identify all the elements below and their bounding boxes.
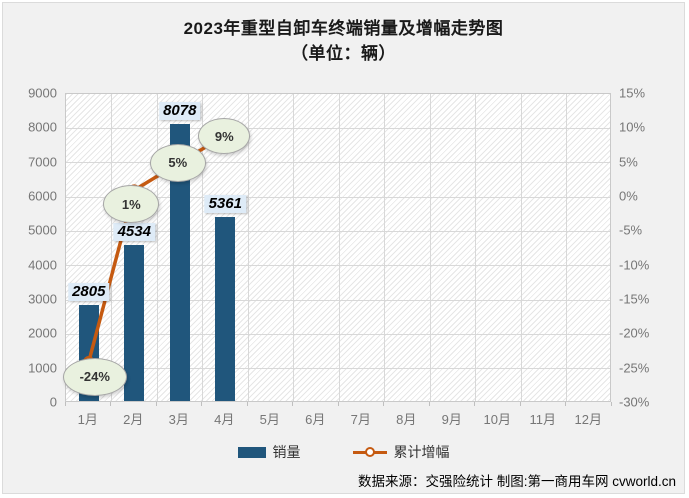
gridline-horizontal (66, 368, 610, 370)
x-axis-tick-mark (610, 402, 612, 406)
bar-value-label: 5361 (204, 194, 246, 213)
x-axis-tick-mark (292, 402, 293, 406)
gridline-horizontal (66, 333, 610, 335)
gridline-vertical (247, 94, 249, 401)
right-axis-tick: -30% (619, 394, 650, 410)
x-axis-month-label: 8月 (396, 412, 417, 427)
gridline-vertical (475, 94, 476, 401)
growth-line-layer (83, 129, 231, 368)
source-text: 数据来源：交强险统计 制图:第一商用车网 cvworld.cn (357, 474, 676, 489)
gridline-horizontal (66, 162, 610, 164)
x-axis-month-label: 2月 (123, 412, 144, 427)
legend: 销量 累计增幅 (3, 443, 684, 461)
gridline-vertical (338, 94, 340, 401)
sales-bar (215, 216, 236, 401)
gridline-vertical (156, 94, 158, 401)
x-axis-tick-mark (155, 402, 157, 406)
growth-line-marker (364, 447, 375, 457)
left-axis-tick: 8000 (28, 119, 57, 135)
growth-legend-label: 累计增幅 (393, 444, 450, 460)
x-axis-month-label: 12月 (574, 412, 602, 427)
growth-point-label: 1% (103, 185, 160, 224)
legend-item-sales: 销量 (237, 442, 301, 462)
left-axis-tick: 2000 (28, 325, 57, 341)
x-axis-tick-mark (246, 402, 248, 406)
left-axis-tick: 4000 (28, 257, 57, 273)
left-axis-tick: 0 (49, 394, 57, 410)
x-axis-month-label: 9月 (441, 412, 462, 427)
sales-bar (124, 245, 145, 401)
gridline-horizontal (66, 196, 610, 198)
x-axis-month-label: 6月 (305, 412, 326, 427)
left-axis-tick: 7000 (28, 154, 57, 170)
x-axis-month-label: 4月 (214, 412, 235, 427)
sales-legend-label: 销量 (272, 444, 301, 460)
x-axis-tick-mark (519, 402, 521, 406)
x-axis-tick-mark (64, 402, 66, 406)
right-axis-tick: -15% (619, 291, 650, 307)
x-axis-tick-mark (337, 402, 339, 406)
gridline-vertical (520, 94, 522, 401)
gridline-horizontal (66, 299, 610, 301)
gridline-horizontal (66, 127, 610, 129)
gridline-vertical (429, 94, 431, 401)
gridline-vertical (293, 94, 294, 401)
bar-value-label: 2805 (68, 282, 110, 301)
x-axis-tick-mark (110, 402, 111, 406)
left-axis-tick: 9000 (28, 85, 57, 101)
x-axis-month-label: 5月 (259, 412, 280, 427)
x-axis-month-label: 10月 (483, 412, 511, 427)
bar-value-label: 4534 (113, 223, 155, 242)
right-axis-tick: -10% (619, 257, 650, 273)
x-axis-month-label: 3月 (168, 412, 189, 427)
right-axis-tick: 15% (619, 85, 646, 101)
x-axis-month-label: 11月 (529, 412, 557, 427)
gridline-vertical (384, 94, 385, 401)
x-axis-tick-mark (565, 402, 566, 406)
right-axis-tick: -25% (619, 360, 650, 376)
x-axis-month-label: 1月 (77, 412, 98, 427)
sales-bar (169, 123, 190, 401)
chart-card: 2023年重型自卸车终端销量及增幅走势图 （单位：辆） 9000 8000 7000… (2, 2, 685, 494)
chart-subtitle: （单位：辆） (291, 44, 396, 63)
x-axis: 1月 2月 3月 4月 5月 6月 7月 8月 9月 10月 11月 12月 (64, 402, 612, 428)
growth-point-label: 9% (198, 118, 251, 155)
gridline-vertical (566, 94, 567, 401)
chart-title: 2023年重型自卸车终端销量及增幅走势图 (183, 19, 504, 38)
growth-line (87, 133, 227, 364)
left-axis-tick: 6000 (28, 188, 57, 204)
sales-bar-swatch-icon (237, 446, 266, 458)
legend-item-growth: 累计增幅 (352, 442, 450, 462)
right-axis-tick: 10% (619, 119, 646, 135)
left-axis-tick: 5000 (28, 222, 57, 238)
x-axis-tick-mark (474, 402, 475, 406)
right-axis-tick: -5% (619, 222, 643, 238)
right-axis-tick: 0% (619, 188, 638, 204)
x-axis-tick-mark (383, 402, 384, 406)
gridline-vertical (202, 94, 203, 401)
left-axis-tick: 3000 (28, 291, 57, 307)
right-axis-tick: -20% (619, 325, 650, 341)
right-axis-labels: 15% 10% 5% 0% -5% -10% -15% -20% -25% -30% (619, 86, 683, 410)
x-axis-month-label: 7月 (350, 412, 371, 427)
x-axis-tick-mark (201, 402, 202, 406)
gridline-horizontal (66, 230, 610, 232)
growth-point-label: 5% (149, 143, 206, 182)
bar-value-label: 8078 (159, 101, 201, 120)
left-axis-tick: 1000 (28, 360, 57, 376)
growth-line-swatch-icon (352, 447, 387, 458)
x-axis-tick-mark (428, 402, 430, 406)
gridline-horizontal (66, 265, 610, 267)
gridline-vertical (111, 94, 112, 401)
growth-point-label: -24% (62, 357, 127, 396)
plot-area: 2805 4534 8078 5361 -24% 1% 5% 9% (62, 93, 611, 402)
right-axis-tick: 5% (619, 154, 638, 170)
left-axis-labels: 9000 8000 7000 6000 5000 4000 3000 2000 1000 0 (3, 86, 57, 410)
